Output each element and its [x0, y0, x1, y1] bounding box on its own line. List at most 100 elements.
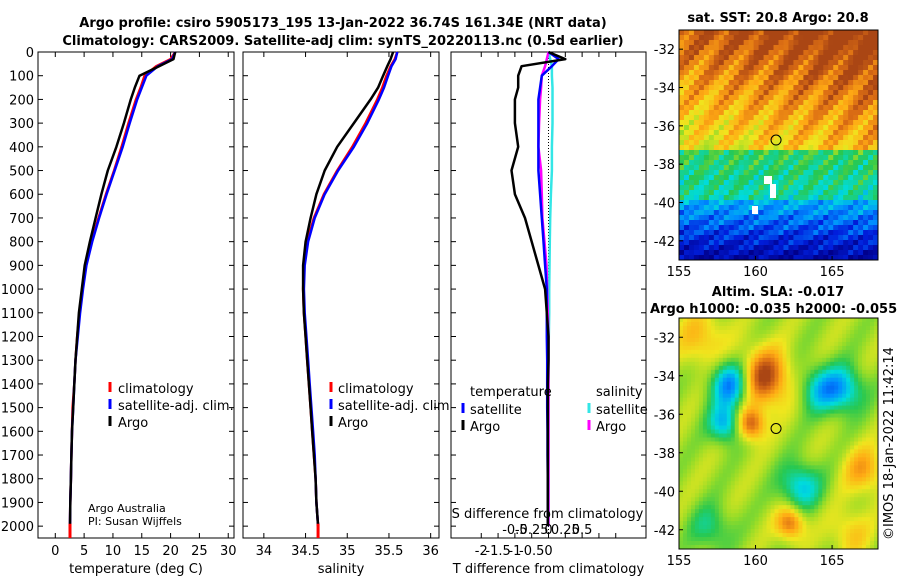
sst-cell: [708, 80, 715, 86]
sla-cell: [766, 497, 771, 502]
sla-cell: [766, 529, 771, 534]
sla-cell: [686, 325, 692, 331]
sla-cell: [842, 357, 847, 363]
sla-cell: [858, 397, 863, 403]
sla-cell: [822, 365, 827, 371]
sst-cell: [798, 40, 804, 46]
sla-cell: [830, 417, 835, 422]
sla-cell: [758, 537, 763, 542]
sla-cell: [714, 489, 720, 494]
sla-cell: [826, 429, 831, 434]
sla-cell: [758, 481, 763, 486]
sst-cell: [688, 255, 695, 260]
sst-cell: [743, 190, 750, 196]
sla-cell: [758, 353, 763, 359]
sla-cell: [862, 365, 867, 371]
sla-cell: [870, 325, 875, 331]
sla-cell: [782, 385, 787, 391]
sla-cell: [834, 425, 839, 430]
sst-cell: [753, 255, 760, 260]
sst-cell: [783, 225, 789, 231]
sst-cell: [703, 35, 710, 41]
sst-cell: [803, 245, 809, 251]
sst-cell: [853, 105, 859, 111]
sla-cell: [706, 417, 712, 422]
x-tick-label: 35: [339, 544, 356, 559]
sla-cell: [750, 369, 756, 375]
sla-cell: [682, 365, 688, 371]
sst-cell: [693, 200, 700, 206]
sla-cell: [854, 385, 859, 391]
sla-cell: [818, 413, 823, 418]
sla-cell: [698, 389, 704, 395]
sla-cell: [782, 377, 787, 383]
s-tick-label: -0.5: [502, 523, 527, 538]
sst-cell: [873, 195, 878, 201]
sla-cell: [702, 341, 708, 347]
sst-cell: [873, 105, 878, 111]
sla-cell: [706, 445, 712, 450]
sst-cell: [688, 185, 695, 191]
sst-cell: [708, 170, 715, 176]
sla-cell: [834, 517, 839, 522]
sla-cell: [782, 473, 787, 478]
sla-cell: [822, 413, 827, 418]
sst-cell: [853, 30, 859, 36]
sst-cell: [768, 85, 774, 91]
sla-cell: [774, 513, 779, 518]
sst-cell: [823, 105, 829, 111]
sla-cell: [738, 493, 744, 498]
sst-cell: [828, 205, 834, 211]
sst-cell: [708, 30, 715, 36]
sla-cell: [826, 529, 831, 534]
sst-cell: [783, 165, 789, 171]
sst-cell: [743, 225, 750, 231]
sst-cell: [738, 100, 745, 106]
sla-cell: [774, 445, 779, 450]
sla-cell: [790, 405, 795, 410]
sla-cell: [722, 349, 728, 355]
sst-cell: [868, 55, 874, 61]
sla-cell: [710, 521, 716, 526]
sla-cell: [842, 501, 847, 506]
sst-cell: [783, 120, 789, 126]
sst-cell: [868, 70, 874, 76]
sla-cell: [790, 353, 795, 359]
sst-cell: [793, 115, 799, 121]
sla-cell: [802, 393, 807, 399]
sst-cell: [808, 105, 814, 111]
sla-cell: [738, 429, 744, 434]
sla-cell: [694, 465, 700, 470]
sla-cell: [762, 433, 767, 438]
sla-cell: [742, 373, 748, 379]
sla-cell: [854, 401, 859, 407]
sla-cell: [862, 341, 867, 347]
sst-cell: [803, 215, 809, 221]
sla-cell: [714, 497, 720, 502]
sst-cell: [748, 55, 755, 61]
sst-cell: [843, 185, 849, 191]
sst-cell: [683, 55, 690, 61]
sla-cell: [810, 433, 815, 438]
sla-cell: [866, 541, 871, 546]
sla-cell: [706, 397, 712, 403]
sst-cell: [728, 220, 735, 226]
sst-cell: [833, 200, 839, 206]
sst-cell: [798, 200, 804, 206]
sla-cell: [794, 529, 799, 534]
sst-cell: [823, 135, 829, 141]
sst-cell: [873, 130, 878, 136]
sst-cell: [848, 70, 854, 76]
sla-cell: [842, 333, 847, 339]
sla-cell: [798, 417, 803, 422]
sst-cell: [873, 240, 878, 246]
sst-cell: [778, 30, 784, 36]
sla-cell: [730, 337, 736, 343]
sla-cell: [734, 413, 740, 418]
sla-cell: [870, 457, 875, 462]
sst-cell: [833, 195, 839, 201]
sst-cell: [728, 95, 735, 101]
sla-cell: [834, 345, 839, 351]
sla-cell: [686, 517, 692, 522]
sst-cell: [853, 255, 859, 260]
